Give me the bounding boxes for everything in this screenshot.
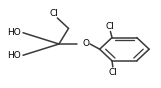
Text: HO: HO xyxy=(7,51,21,60)
Text: O: O xyxy=(83,39,90,48)
Text: Cl: Cl xyxy=(49,9,58,18)
Text: Cl: Cl xyxy=(106,22,115,31)
Text: Cl: Cl xyxy=(108,68,117,77)
Text: HO: HO xyxy=(7,28,21,37)
